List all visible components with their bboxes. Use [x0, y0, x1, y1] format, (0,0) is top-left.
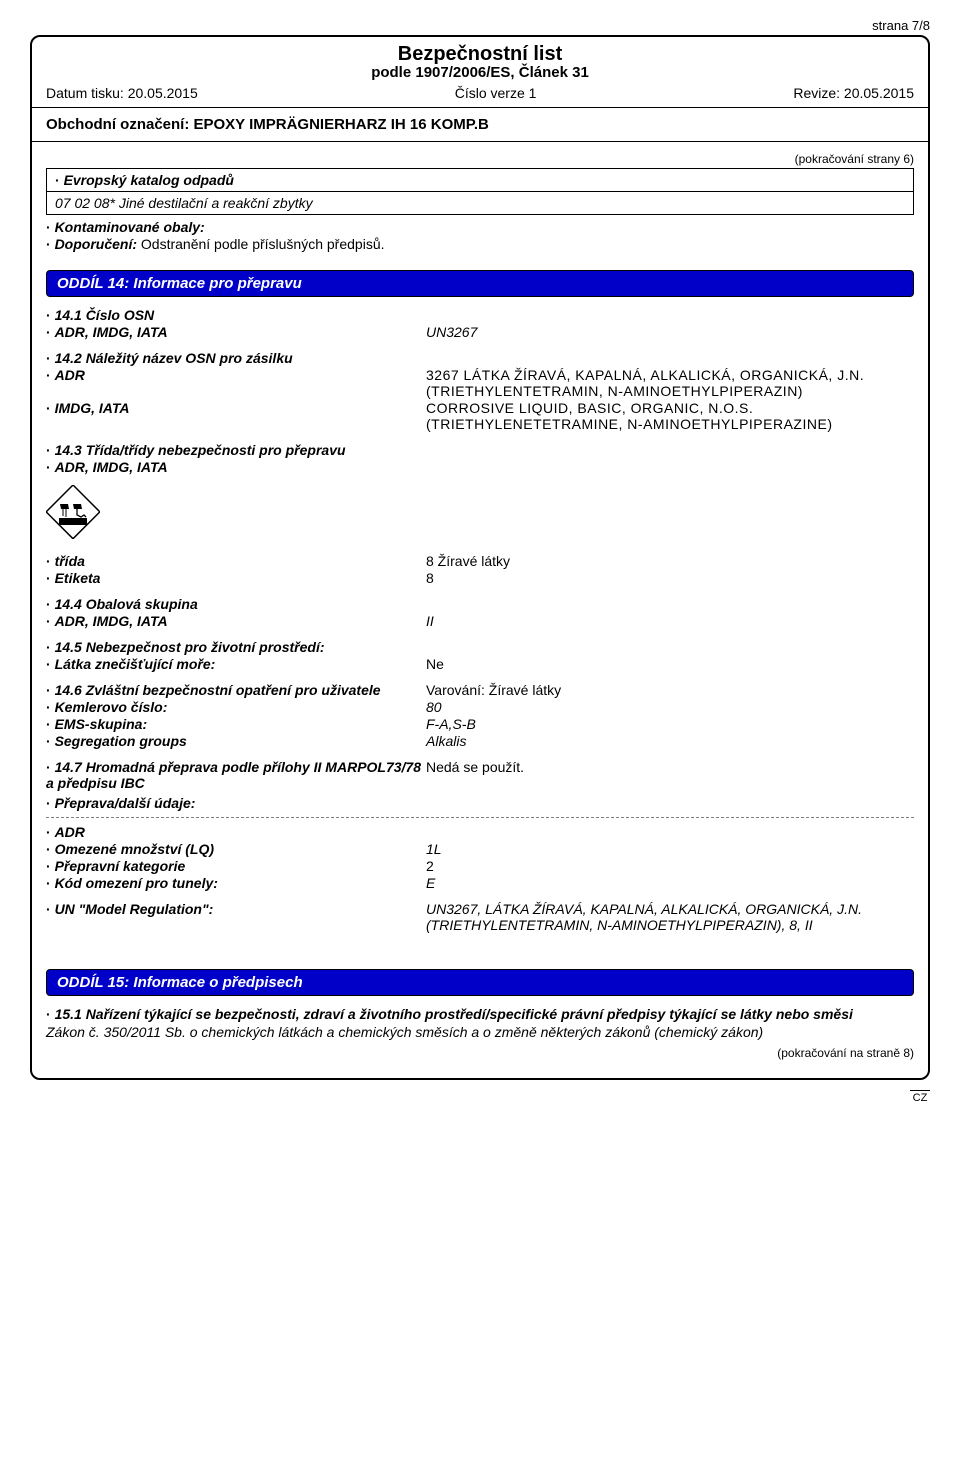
class-val: 8 Žíravé látky — [426, 553, 914, 569]
ems-label: EMS-skupina: — [46, 716, 426, 732]
s14-1-label: 14.1 Číslo OSN — [46, 307, 914, 323]
lq-val: 1L — [426, 841, 914, 857]
waste-catalog-row: 07 02 08* Jiné destilační a reakční zbyt… — [47, 192, 913, 214]
s14-5-row-val: Ne — [426, 656, 914, 672]
s14-2-imdg-label: IMDG, IATA — [46, 400, 426, 432]
tunnel-code-label: Kód omezení pro tunely: — [46, 875, 426, 891]
segregation-val: Alkalis — [426, 733, 914, 749]
s14-6-label: 14.6 Zvláštní bezpečnostní opatření pro … — [46, 682, 426, 698]
s14-6-val: Varování: Žíravé látky — [426, 682, 914, 698]
continuation-from: (pokračování strany 6) — [46, 152, 914, 166]
kemler-val: 80 — [426, 699, 914, 715]
document-frame: Bezpečnostní list podle 1907/2006/ES, Čl… — [30, 35, 930, 1080]
revision-date: Revize: 20.05.2015 — [793, 85, 914, 101]
section-14-header: ODDÍL 14: Informace pro přepravu — [46, 270, 914, 297]
adr-sub-label: ADR — [46, 824, 85, 840]
ghs-corrosive-pictogram — [46, 485, 914, 539]
class-label: třída — [46, 553, 426, 569]
ems-val: F-A,S-B — [426, 716, 914, 732]
etiketa-label: Etiketa — [46, 570, 426, 586]
un-model-regulation-val: UN3267, LÁTKA ŽÍRAVÁ, KAPALNÁ, ALKALICKÁ… — [426, 901, 914, 933]
transport-category-val: 2 — [426, 858, 914, 874]
recommendation-label: Doporučení: — [46, 236, 137, 252]
trade-name: Obchodní označení: EPOXY IMPRÄGNIERHARZ … — [32, 108, 928, 142]
s14-7-val: Nedá se použít. — [426, 759, 914, 791]
s14-2-adr-label: ADR — [46, 367, 426, 399]
s14-3-label: 14.3 Třída/třídy nebezpečnosti pro přepr… — [46, 442, 914, 458]
contaminated-packaging-label: Kontaminované obaly: — [46, 219, 205, 235]
s14-3-sub: ADR, IMDG, IATA — [46, 459, 168, 475]
s14-2-imdg-val: CORROSIVE LIQUID, BASIC, ORGANIC, N.O.S.… — [426, 400, 914, 432]
s14-4-row-label: ADR, IMDG, IATA — [46, 613, 426, 629]
continuation-next: (pokračování na straně 8) — [46, 1046, 914, 1060]
s14-4-label: 14.4 Obalová skupina — [46, 596, 914, 612]
print-date: Datum tisku: 20.05.2015 — [46, 85, 198, 101]
section-15-header: ODDÍL 15: Informace o předpisech — [46, 969, 914, 996]
s15-1-label: 15.1 Nařízení týkající se bezpečnosti, z… — [46, 1006, 914, 1022]
document-regulation: podle 1907/2006/ES, Článek 31 — [46, 64, 914, 81]
etiketa-val: 8 — [426, 570, 914, 586]
segregation-label: Segregation groups — [46, 733, 426, 749]
s14-1-row-val: UN3267 — [426, 324, 914, 340]
page-number: strana 7/8 — [30, 18, 930, 33]
transport-category-label: Přepravní kategorie — [46, 858, 426, 874]
recommendation-text: Odstranění podle příslušných předpisů. — [141, 236, 385, 252]
document-header: Bezpečnostní list podle 1907/2006/ES, Čl… — [32, 37, 928, 108]
s14-5-row-label: Látka znečišťující moře: — [46, 656, 426, 672]
dotted-divider — [46, 817, 914, 818]
language-code: CZ — [910, 1090, 930, 1104]
s14-1-row-label: ADR, IMDG, IATA — [46, 324, 426, 340]
waste-catalog-label: Evropský katalog odpadů — [47, 169, 913, 192]
s14-2-label: 14.2 Náležitý název OSN pro zásilku — [46, 350, 914, 366]
lq-label: Omezené množství (LQ) — [46, 841, 426, 857]
s15-1-text: Zákon č. 350/2011 Sb. o chemických látká… — [46, 1024, 914, 1040]
s14-4-row-val: II — [426, 613, 914, 629]
kemler-label: Kemlerovo číslo: — [46, 699, 426, 715]
document-title: Bezpečnostní list — [46, 43, 914, 66]
un-model-regulation-label: UN "Model Regulation": — [46, 901, 426, 933]
tunnel-code-val: E — [426, 875, 914, 891]
s14-7-label: 14.7 Hromadná přeprava podle přílohy II … — [46, 759, 426, 791]
waste-catalog-box: Evropský katalog odpadů 07 02 08* Jiné d… — [46, 168, 914, 215]
s14-5-label: 14.5 Nebezpečnost pro životní prostředí: — [46, 639, 914, 655]
transport-more-label: Přeprava/další údaje: — [46, 795, 195, 811]
s14-2-adr-val: 3267 LÁTKA ŽÍRAVÁ, KAPALNÁ, ALKALICKÁ, O… — [426, 367, 914, 399]
version-number: Číslo verze 1 — [455, 85, 537, 101]
